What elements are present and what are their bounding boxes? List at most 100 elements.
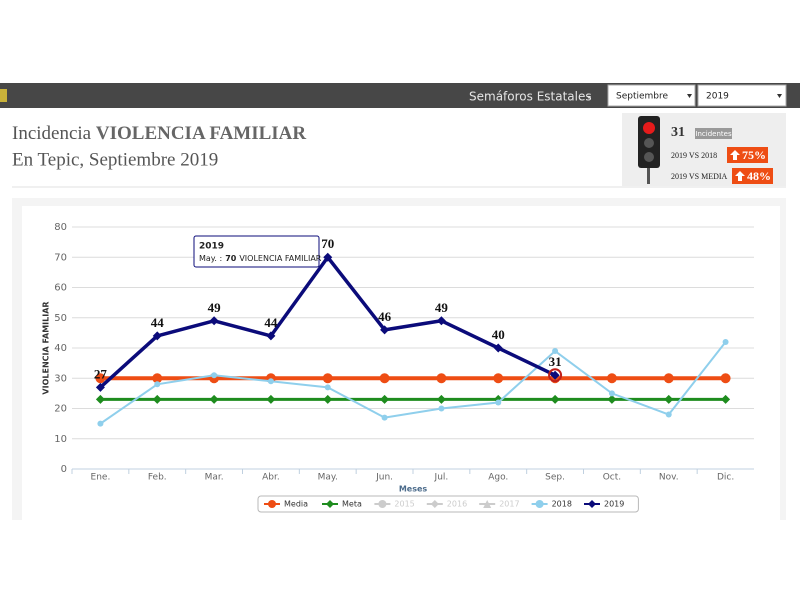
marker bbox=[324, 384, 331, 391]
marker bbox=[483, 500, 492, 508]
marker bbox=[495, 399, 502, 406]
select-arrow bbox=[687, 94, 692, 98]
marker bbox=[608, 390, 615, 397]
tooltip-value: 70 bbox=[225, 254, 237, 263]
marker bbox=[323, 252, 333, 262]
y-tick-label: 20 bbox=[54, 404, 67, 415]
stat-badge bbox=[732, 168, 773, 184]
year-select[interactable] bbox=[697, 84, 787, 107]
marker bbox=[607, 394, 617, 404]
y-tick-label: 60 bbox=[54, 283, 67, 294]
marker bbox=[720, 373, 731, 384]
year-select-text: 2019 bbox=[706, 92, 729, 102]
month-select[interactable] bbox=[607, 84, 696, 107]
marker bbox=[268, 500, 276, 508]
x-tick-label: Abr. bbox=[262, 473, 280, 483]
x-tick-label: Nov. bbox=[659, 473, 679, 483]
marker bbox=[493, 343, 503, 353]
data-label: 49 bbox=[435, 300, 449, 315]
marker bbox=[378, 500, 387, 508]
page-title: Incidencia VIOLENCIA FAMILIAR bbox=[12, 123, 306, 144]
marker bbox=[663, 373, 674, 384]
marker bbox=[266, 331, 276, 341]
marker bbox=[588, 500, 596, 508]
marker bbox=[550, 394, 560, 404]
stat-label: 2019 VS 2018 bbox=[671, 151, 717, 160]
x-tick-label: Dic. bbox=[717, 473, 734, 483]
legend bbox=[257, 495, 639, 513]
legend-label: 2017 bbox=[499, 500, 519, 509]
light-off bbox=[644, 138, 654, 148]
marker bbox=[438, 405, 445, 412]
light-red bbox=[643, 122, 655, 134]
marker bbox=[267, 378, 274, 385]
x-tick-label: Sep. bbox=[545, 473, 565, 483]
title-subject: VIOLENCIA FAMILIAR bbox=[96, 123, 307, 144]
marker bbox=[722, 338, 729, 345]
stat-value: 48% bbox=[747, 169, 771, 183]
marker bbox=[154, 381, 161, 388]
tooltip-suffix: VIOLENCIA FAMILIAR bbox=[239, 254, 321, 263]
stat-value: 75% bbox=[742, 148, 766, 162]
data-label: 27 bbox=[94, 366, 108, 381]
marker bbox=[152, 394, 162, 404]
marker bbox=[266, 394, 276, 404]
data-label: 46 bbox=[378, 309, 392, 324]
y-tick-label: 70 bbox=[54, 252, 67, 263]
month-select-text: Septiembre bbox=[616, 92, 669, 102]
chart-area bbox=[22, 206, 780, 520]
marker bbox=[430, 500, 439, 508]
title-prefix: Incidencia bbox=[12, 123, 92, 144]
marker bbox=[493, 373, 504, 384]
marker bbox=[665, 411, 672, 418]
logo bbox=[0, 89, 7, 102]
y-tick-label: 40 bbox=[54, 343, 67, 354]
x-tick-label: Mar. bbox=[205, 473, 224, 483]
marker bbox=[322, 373, 333, 384]
x-tick-label: Oct. bbox=[603, 473, 621, 483]
page-subtitle: En Tepic, Septiembre 2019 bbox=[12, 149, 218, 170]
marker bbox=[721, 394, 731, 404]
tooltip-line: May. :70 VIOLENCIA FAMILIAR bbox=[199, 254, 322, 263]
stat-count: 31 bbox=[671, 125, 685, 140]
marker bbox=[95, 373, 106, 384]
marker bbox=[152, 373, 163, 384]
marker bbox=[436, 373, 447, 384]
arrow-up bbox=[730, 150, 740, 160]
marker bbox=[535, 500, 544, 508]
light-off bbox=[644, 152, 654, 162]
data-label: 40 bbox=[492, 327, 505, 342]
caret bbox=[587, 96, 591, 99]
stat-label: 2019 VS MEDIA bbox=[671, 172, 728, 181]
marker bbox=[552, 348, 559, 355]
marker bbox=[550, 370, 560, 380]
marker bbox=[326, 500, 334, 508]
legend-label: Media bbox=[284, 500, 308, 509]
arrow-up bbox=[735, 171, 745, 181]
y-tick-label: 80 bbox=[54, 222, 67, 233]
marker bbox=[380, 325, 390, 335]
select-arrow bbox=[777, 94, 782, 98]
marker bbox=[97, 420, 104, 427]
badge bbox=[695, 128, 732, 139]
marker bbox=[95, 394, 105, 404]
y-tick-label: 10 bbox=[54, 434, 67, 445]
y-tick-label: 0 bbox=[61, 464, 67, 475]
legend-label: Meta bbox=[342, 500, 362, 509]
tooltip-title: 2019 bbox=[199, 242, 224, 252]
marker bbox=[436, 316, 446, 326]
data-label: 70 bbox=[321, 236, 334, 251]
menu[interactable]: Semáforos Estatales bbox=[469, 90, 592, 104]
marker bbox=[211, 372, 218, 379]
chart: 0 10 20 30 40 50 60 70 80 Ene. Feb. Mar. Abr. May. Jun… bbox=[42, 222, 754, 513]
x-tick-label: Jun. bbox=[375, 473, 393, 483]
series-line bbox=[99, 341, 727, 425]
tooltip bbox=[193, 235, 320, 268]
x-tick-label: Feb. bbox=[148, 473, 167, 483]
tooltip-prefix: May. : bbox=[199, 254, 222, 263]
data-label: 44 bbox=[264, 315, 278, 330]
marker bbox=[323, 394, 333, 404]
hover-ring bbox=[548, 368, 563, 383]
legend-label: 2018 bbox=[552, 500, 572, 509]
